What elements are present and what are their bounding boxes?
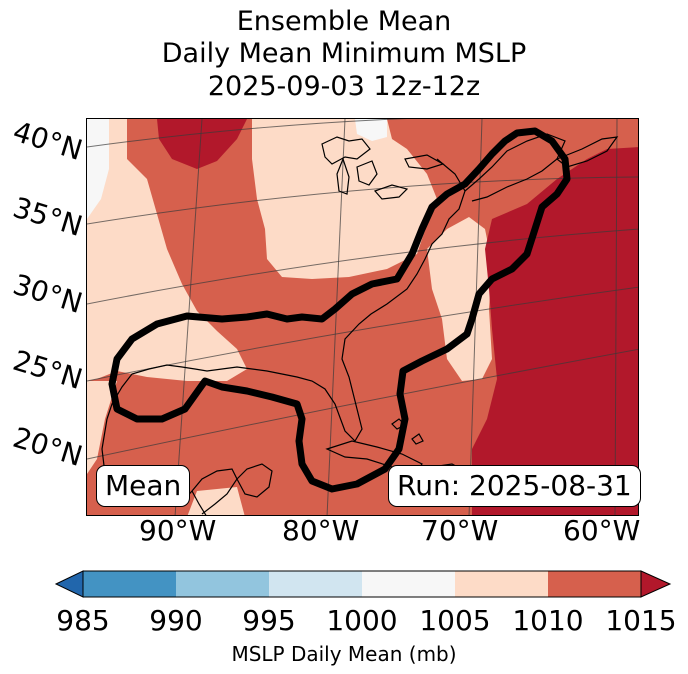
colorbar-outline (82, 570, 642, 598)
lat-label-35n: 35°N (9, 190, 87, 243)
field-above-1015-atlantic (472, 147, 638, 515)
colorbar-tick-1010: 1010 (512, 604, 584, 637)
ensemble-contour (108, 127, 571, 493)
lon-label-90w: 90°W (139, 514, 217, 547)
colorbar-tick-1015: 1015 (605, 604, 677, 637)
field-1005-1010-west (87, 119, 247, 381)
colorbar-tick-995: 995 (242, 604, 296, 637)
colorbar-bin-1005-1010 (455, 571, 548, 597)
colorbar-bin-995-1000 (269, 571, 362, 597)
field-1000-1005-northwest (87, 119, 109, 219)
title-line-1: Ensemble Mean (236, 6, 452, 37)
map-canvas (87, 119, 638, 515)
colorbar-tick-1000: 1000 (326, 604, 398, 637)
map-panel (86, 118, 639, 516)
colorbar-tick-985: 985 (56, 604, 110, 637)
lon-label-60w: 60°W (563, 514, 641, 547)
colorbar-extend-low (54, 570, 84, 598)
lat-label-25n: 25°N (9, 343, 87, 396)
lon-label-80w: 80°W (282, 514, 360, 547)
run-box: Run: 2025-08-31 (388, 465, 641, 507)
colorbar-extend-high (640, 570, 672, 598)
field-1000-1005-north (355, 119, 387, 141)
mean-box: Mean (96, 465, 191, 507)
lon-label-70w: 70°W (421, 514, 499, 547)
title-line-3: 2025-09-03 12z-12z (207, 71, 481, 102)
colorbar-bin-985-990 (83, 571, 176, 597)
colorbar-bin-1000-1005 (362, 571, 455, 597)
colorbar-tick-990: 990 (149, 604, 203, 637)
colorbar-bin-1010-1015 (548, 571, 641, 597)
field-1005-1010-southwest (87, 381, 117, 474)
title-line-2: Daily Mean Minimum MSLP (161, 38, 527, 69)
colorbar (54, 570, 672, 598)
lat-label-20n: 20°N (9, 420, 87, 473)
field-1005-1010-east (427, 217, 492, 381)
lat-label-40n: 40°N (9, 114, 87, 167)
colorbar-tick-1005: 1005 (419, 604, 491, 637)
field-1005-1010-central (252, 119, 437, 279)
colorbar-label: MSLP Daily Mean (mb) (231, 642, 457, 666)
colorbar-bin-990-995 (176, 571, 269, 597)
lat-label-30n: 30°N (9, 267, 87, 320)
